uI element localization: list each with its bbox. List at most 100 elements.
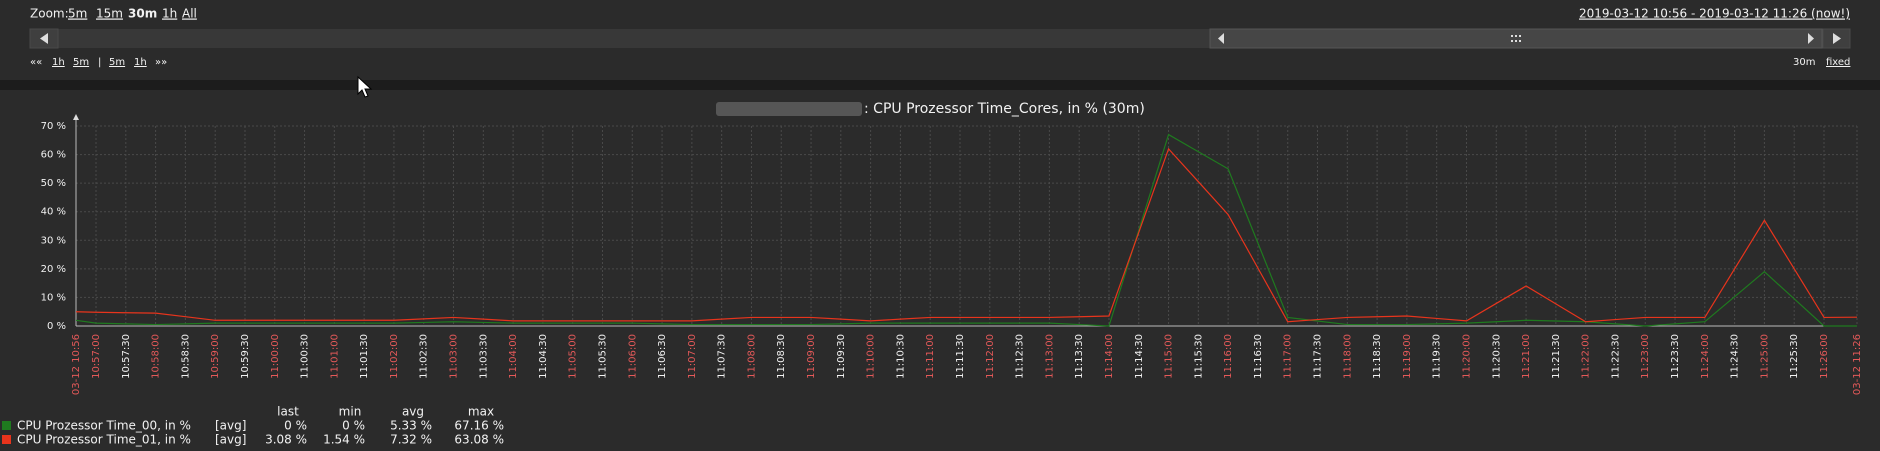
legend-value: 67.16 %: [454, 419, 504, 433]
x-tick-label: 11:21:30: [1551, 334, 1562, 379]
fixed-toggle[interactable]: fixed: [1826, 57, 1850, 68]
legend-swatch: [2, 421, 11, 430]
x-tick-label: 11:22:00: [1581, 334, 1592, 379]
time-range[interactable]: 2019-03-12 10:56 - 2019-03-12 11:26 (now…: [1579, 7, 1850, 21]
x-tick-label: 11:08:30: [776, 334, 787, 379]
y-tick-label: 0 %: [47, 321, 66, 332]
x-tick-label: 11:01:30: [359, 334, 370, 379]
legend-value: 0 %: [342, 419, 365, 433]
x-tick-label: 11:25:30: [1789, 334, 1800, 379]
y-axis-arrow: [73, 114, 79, 120]
x-tick-label: 11:15:00: [1164, 334, 1175, 379]
arrow-icon: [1218, 33, 1224, 44]
x-tick-label: 11:16:00: [1223, 334, 1234, 379]
y-tick-label: 50 %: [41, 178, 66, 189]
legend-value: 5.33 %: [390, 419, 432, 433]
x-tick-label: 11:24:00: [1700, 334, 1711, 379]
x-tick-label: 11:07:00: [687, 334, 698, 379]
mouse-cursor: [357, 75, 373, 98]
x-tick-label: 11:21:00: [1521, 334, 1532, 379]
x-tick-label: 10:58:30: [180, 334, 191, 379]
arrow-icon: [40, 33, 48, 44]
nav-link[interactable]: 5m: [73, 57, 89, 68]
legend-name: CPU Prozessor Time_00, in %: [17, 419, 191, 433]
nav-link[interactable]: 1h: [52, 57, 65, 68]
x-tick-label: 11:11:30: [955, 334, 966, 379]
legend-function: [avg]: [215, 419, 246, 433]
x-tick-label: 10:57:30: [121, 334, 132, 379]
x-tick-label: 11:11:00: [925, 334, 936, 379]
zoom-option[interactable]: 5m: [68, 7, 87, 21]
x-tick-label: 11:18:30: [1372, 334, 1383, 379]
x-tick-label: 11:00:30: [300, 334, 311, 379]
zoom-label: Zoom:: [30, 7, 69, 21]
series-line: [75, 147, 1858, 323]
timeline-handle[interactable]: [1209, 28, 1823, 49]
x-tick-label: 11:06:00: [627, 334, 638, 379]
x-tick-label: 11:00:00: [270, 334, 281, 379]
y-tick-label: 10 %: [41, 292, 66, 303]
x-tick-label: 11:12:00: [985, 334, 996, 379]
x-tick-label: 11:17:00: [1283, 334, 1294, 379]
x-tick-label: 11:14:30: [1134, 334, 1145, 379]
legend-value: 63.08 %: [454, 433, 504, 447]
zoom-option[interactable]: All: [182, 7, 197, 21]
nav-link[interactable]: |: [98, 57, 101, 68]
grip-icon: [1511, 35, 1521, 42]
x-tick-label: 11:23:30: [1670, 334, 1681, 379]
x-tick-label: 11:02:00: [389, 334, 400, 379]
x-tick-label: 11:16:30: [1253, 334, 1264, 379]
x-tick-label: 11:03:00: [449, 334, 460, 379]
legend-value: 1.54 %: [323, 433, 365, 447]
x-tick-label: 11:07:30: [717, 334, 728, 379]
x-tick-label: 11:17:30: [1313, 334, 1324, 379]
x-tick-label: 11:23:00: [1640, 334, 1651, 379]
legend-name: CPU Prozessor Time_01, in %: [17, 433, 191, 447]
series-line: [75, 133, 1857, 327]
x-tick-label: 11:25:00: [1759, 334, 1770, 379]
legend-value: 7.32 %: [390, 433, 432, 447]
x-tick-label: 10:57:00: [91, 334, 102, 379]
nav-link[interactable]: 1h: [134, 57, 147, 68]
x-tick-label: 11:22:30: [1610, 334, 1621, 379]
x-tick-label: 11:13:30: [1074, 334, 1085, 379]
legend-value: 3.08 %: [265, 433, 307, 447]
x-tick-label: 10:59:30: [240, 334, 251, 379]
x-tick-label: 11:10:00: [866, 334, 877, 379]
x-tick-label: 11:18:00: [1342, 334, 1353, 379]
y-tick-label: 70 %: [41, 121, 66, 132]
x-tick-label: 11:15:30: [1193, 334, 1204, 379]
x-tick-label: 11:03:30: [478, 334, 489, 379]
blurred-hostname: [716, 102, 862, 116]
nav-link[interactable]: »»: [155, 57, 167, 68]
x-tick-label: 11:08:00: [746, 334, 757, 379]
x-tick-label: 11:24:30: [1730, 334, 1741, 379]
zoom-option[interactable]: 15m: [96, 7, 123, 21]
zoom-option[interactable]: 30m: [128, 7, 157, 21]
nav-link[interactable]: 5m: [109, 57, 125, 68]
legend-value: 0 %: [284, 419, 307, 433]
legend-header: last: [277, 405, 299, 419]
x-tick-label: 11:14:00: [1104, 334, 1115, 379]
legend-header: avg: [402, 405, 424, 419]
x-tick-label: 10:58:00: [151, 334, 162, 379]
x-tick-label: 11:04:30: [538, 334, 549, 379]
x-tick-label: 03-12 10:56: [71, 334, 82, 395]
x-tick-label: 11:12:30: [1015, 334, 1026, 379]
chart-title: : CPU Prozessor Time_Cores, in % (30m): [864, 101, 1145, 117]
x-tick-label: 11:02:30: [419, 334, 430, 379]
y-tick-label: 60 %: [41, 150, 66, 161]
x-tick-label: 11:19:30: [1432, 334, 1443, 379]
zoom-option[interactable]: 1h: [162, 7, 177, 21]
arrow-icon: [1833, 33, 1841, 44]
y-tick-label: 20 %: [41, 264, 66, 275]
x-tick-label: 11:04:00: [508, 334, 519, 379]
nav-link[interactable]: ««: [30, 57, 42, 68]
x-tick-label: 11:19:00: [1402, 334, 1413, 379]
x-tick-label: 11:10:30: [895, 334, 906, 379]
legend-swatch: [2, 435, 11, 444]
separator: [0, 80, 1880, 90]
